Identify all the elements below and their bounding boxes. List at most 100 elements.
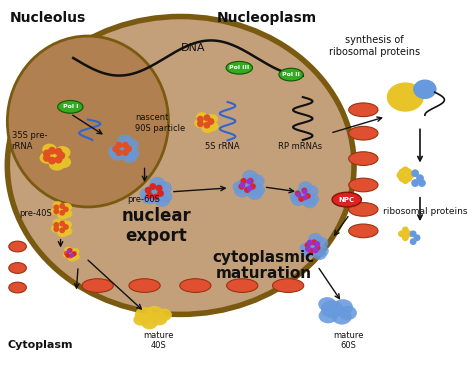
Circle shape [315, 245, 320, 251]
Ellipse shape [71, 248, 80, 255]
Ellipse shape [332, 309, 352, 325]
Circle shape [63, 224, 69, 230]
Ellipse shape [64, 247, 72, 253]
Ellipse shape [198, 116, 212, 127]
Ellipse shape [304, 240, 321, 254]
Circle shape [203, 122, 210, 129]
Ellipse shape [312, 237, 328, 250]
Text: pre-40S: pre-40S [19, 209, 52, 218]
Ellipse shape [338, 306, 357, 320]
Circle shape [296, 192, 301, 198]
Ellipse shape [51, 224, 62, 233]
Circle shape [398, 230, 405, 237]
Circle shape [64, 251, 69, 256]
Text: mature
40S: mature 40S [143, 331, 173, 350]
Ellipse shape [180, 279, 211, 293]
Ellipse shape [55, 156, 71, 168]
Circle shape [43, 154, 51, 162]
Ellipse shape [291, 194, 306, 206]
Circle shape [410, 230, 417, 237]
Ellipse shape [155, 181, 172, 195]
Ellipse shape [141, 191, 158, 204]
Circle shape [302, 195, 308, 200]
Ellipse shape [304, 193, 319, 205]
Ellipse shape [227, 279, 258, 293]
Circle shape [250, 183, 256, 190]
Ellipse shape [300, 243, 313, 254]
Ellipse shape [387, 82, 424, 112]
Ellipse shape [61, 220, 72, 229]
Circle shape [410, 238, 417, 245]
Ellipse shape [54, 204, 67, 215]
Text: nuclear
export: nuclear export [121, 207, 191, 245]
Ellipse shape [319, 308, 338, 323]
Ellipse shape [62, 227, 73, 236]
Circle shape [308, 248, 314, 254]
Circle shape [301, 188, 307, 194]
Circle shape [314, 241, 320, 247]
Ellipse shape [299, 181, 312, 192]
Ellipse shape [156, 309, 172, 321]
Circle shape [55, 156, 63, 163]
Circle shape [404, 169, 412, 176]
Circle shape [402, 226, 409, 233]
Circle shape [416, 174, 424, 182]
Circle shape [48, 157, 56, 164]
Ellipse shape [205, 114, 218, 124]
Ellipse shape [9, 282, 27, 293]
Text: DNA: DNA [181, 43, 205, 53]
Ellipse shape [44, 148, 64, 163]
Ellipse shape [226, 61, 253, 74]
Circle shape [112, 145, 119, 152]
Circle shape [305, 242, 310, 248]
Circle shape [307, 240, 313, 246]
Circle shape [404, 174, 412, 182]
Ellipse shape [201, 123, 214, 133]
Circle shape [125, 145, 132, 152]
Circle shape [239, 182, 246, 188]
Ellipse shape [141, 316, 158, 329]
Ellipse shape [63, 251, 71, 258]
Circle shape [411, 179, 419, 187]
Ellipse shape [232, 181, 248, 193]
Circle shape [155, 185, 163, 192]
Circle shape [414, 234, 420, 241]
Ellipse shape [145, 184, 164, 199]
Ellipse shape [129, 279, 160, 293]
Circle shape [208, 118, 214, 125]
Circle shape [145, 187, 152, 194]
Ellipse shape [39, 152, 55, 164]
Circle shape [238, 183, 245, 190]
Ellipse shape [312, 249, 327, 260]
Ellipse shape [303, 197, 317, 208]
Text: 35S pre-
rRNA: 35S pre- rRNA [12, 131, 47, 151]
Circle shape [146, 192, 153, 199]
Ellipse shape [156, 190, 173, 204]
Ellipse shape [349, 178, 378, 192]
Circle shape [149, 183, 156, 190]
Ellipse shape [234, 184, 251, 198]
Circle shape [246, 185, 253, 191]
Circle shape [71, 252, 76, 256]
Ellipse shape [109, 148, 125, 161]
Ellipse shape [9, 241, 27, 252]
Circle shape [54, 226, 59, 232]
Ellipse shape [51, 207, 62, 215]
Ellipse shape [7, 36, 168, 207]
Ellipse shape [65, 249, 75, 258]
Ellipse shape [301, 246, 316, 258]
Ellipse shape [349, 202, 378, 216]
Ellipse shape [308, 233, 322, 244]
Ellipse shape [332, 192, 361, 207]
Text: NPC: NPC [338, 197, 355, 203]
Circle shape [57, 152, 65, 160]
Circle shape [247, 178, 254, 184]
Ellipse shape [146, 306, 163, 320]
Circle shape [59, 221, 65, 227]
Ellipse shape [294, 188, 311, 202]
Ellipse shape [207, 122, 219, 131]
Circle shape [68, 254, 73, 259]
Ellipse shape [124, 147, 139, 160]
Text: Cytoplasm: Cytoplasm [8, 340, 73, 350]
Circle shape [305, 193, 311, 199]
